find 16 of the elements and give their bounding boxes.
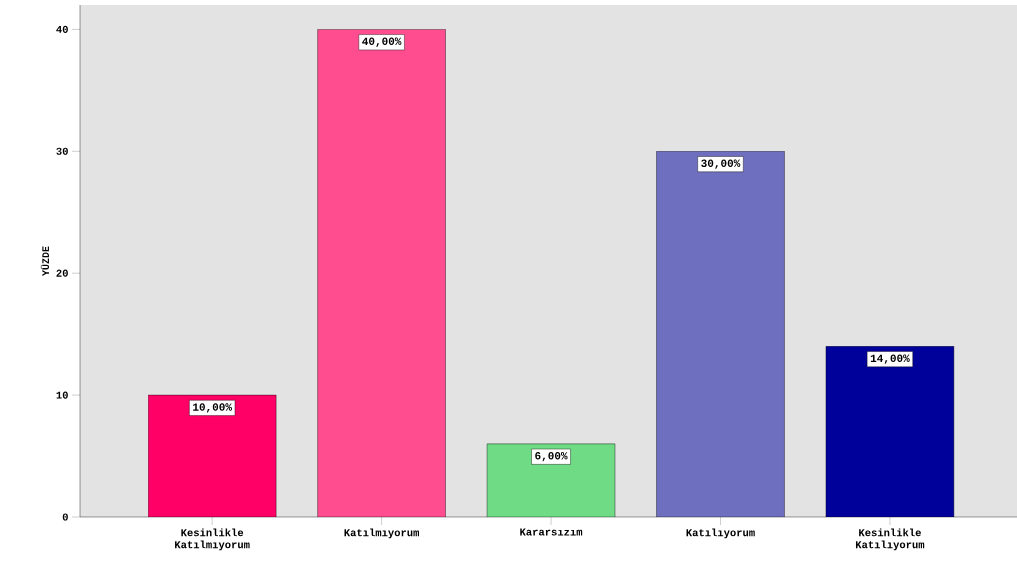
data-label: 6,00%	[535, 452, 568, 462]
data-label: 14,00%	[870, 354, 910, 364]
y-tick-label: 10	[56, 391, 68, 399]
y-tick-label: 0	[62, 513, 68, 521]
data-label: 10,00%	[193, 403, 232, 413]
x-tick-label: Kesinlikle Katılmıyorum	[175, 528, 250, 551]
y-tick-label: 30	[56, 147, 68, 155]
y-tick-label: 40	[56, 25, 68, 33]
data-label: 40,00%	[362, 37, 402, 47]
x-tick-label: Katılıyorum	[686, 528, 755, 539]
data-label: 30,00%	[701, 159, 741, 169]
y-tick-label: 20	[56, 269, 68, 277]
x-tick-label: Kesinlikle Katılıyorum	[855, 528, 925, 551]
y-axis-title: YÜZDE	[40, 246, 50, 276]
x-tick-label: Kararsızım	[520, 528, 583, 536]
x-tick-label: Katılmıyorum	[344, 528, 420, 539]
